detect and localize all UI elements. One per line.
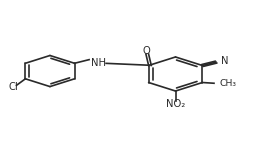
- Text: O: O: [143, 46, 151, 56]
- Text: CH₃: CH₃: [220, 79, 237, 88]
- Text: NO₂: NO₂: [166, 99, 185, 109]
- Text: N: N: [221, 56, 228, 66]
- Text: NH: NH: [91, 58, 106, 68]
- Text: Cl: Cl: [8, 82, 18, 92]
